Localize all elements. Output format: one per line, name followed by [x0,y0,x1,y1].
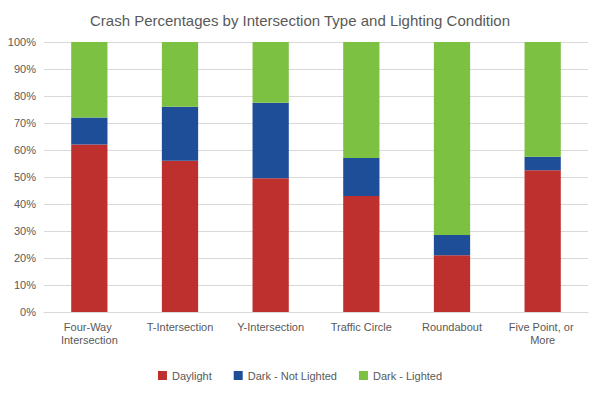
svg-text:Roundabout: Roundabout [422,321,482,333]
svg-text:40%: 40% [14,198,36,210]
svg-text:Daylight: Daylight [172,370,212,382]
svg-text:Dark - Not Lighted: Dark - Not Lighted [248,370,337,382]
svg-text:90%: 90% [14,63,36,75]
svg-text:20%: 20% [14,252,36,264]
svg-text:Y-Intersection: Y-Intersection [237,321,304,333]
svg-text:80%: 80% [14,90,36,102]
svg-text:Traffic Circle: Traffic Circle [331,321,392,333]
svg-text:More: More [530,334,555,346]
svg-text:T-Intersection: T-Intersection [147,321,214,333]
svg-text:0%: 0% [20,306,36,318]
svg-text:30%: 30% [14,225,36,237]
svg-text:Intersection: Intersection [61,334,118,346]
svg-text:50%: 50% [14,171,36,183]
svg-text:100%: 100% [8,36,36,48]
svg-text:Crash Percentages by Intersect: Crash Percentages by Intersection Type a… [90,12,510,29]
svg-text:10%: 10% [14,279,36,291]
svg-text:Five Point, or: Five Point, or [509,321,577,333]
svg-text:70%: 70% [14,117,36,129]
svg-text:Four-Way: Four-Way [64,321,115,333]
svg-text:60%: 60% [14,144,36,156]
svg-text:Dark - Lighted: Dark - Lighted [373,370,442,382]
